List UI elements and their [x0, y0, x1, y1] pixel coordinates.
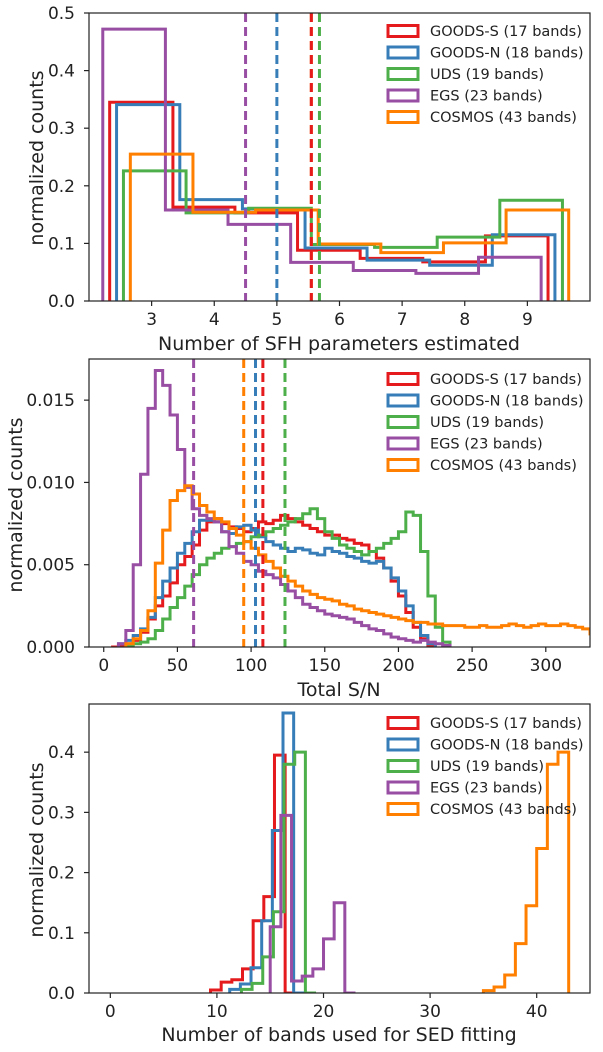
x-tick-label-bands: 40 [526, 1002, 548, 1022]
y-axis-label-bands: normalized counts [26, 762, 48, 937]
x-tick-label-sfh: 7 [397, 310, 408, 330]
plot-area-bands: 0 10 20 30 40 0.0 0.1 0.2 0.3 0.4 GOODS-S (17 band… [48, 704, 590, 1022]
y-tick-label-bands: 0.4 [48, 743, 75, 763]
x-tick-label-sn: 300 [530, 656, 562, 676]
legend-label-goods-n: GOODS-N (18 bands) [430, 394, 584, 410]
x-tick-label-sfh: 8 [459, 310, 470, 330]
plot-area-sfh: 3 4 5 6 7 8 9 0.0 0.1 0.2 0.3 0.4 0.5 GOODS-S (17 ban… [48, 4, 590, 330]
legend-sfh: GOODS-S (17 bands) GOODS-N (18 bands) UDS … [388, 24, 584, 126]
x-tick-label-sn: 100 [235, 656, 267, 676]
legend-label-goods-s: GOODS-S (17 bands) [430, 372, 582, 388]
y-tick-label-sfh: 0.3 [48, 119, 75, 139]
histogram-uds-sfh [123, 171, 562, 301]
legend-label-goods-s: GOODS-S (17 bands) [430, 24, 582, 40]
legend-swatch-cosmos [388, 804, 418, 815]
x-tick-label-sn: 200 [382, 656, 414, 676]
legend-bands: GOODS-S (17 bands) GOODS-N (18 bands) UDS … [388, 716, 584, 818]
y-tick-label-sfh: 0.2 [48, 177, 75, 197]
histogram-cosmos-sfh [130, 154, 568, 301]
y-tick-label-sfh: 0.1 [48, 234, 75, 254]
x-tick-label-bands: 20 [313, 1002, 335, 1022]
y-tick-label-bands: 0.1 [48, 924, 75, 944]
y-axis-label-sn: normalized counts [5, 417, 27, 592]
x-tick-label-sfh: 4 [209, 310, 220, 330]
legend-label-uds: UDS (19 bands) [430, 67, 544, 83]
legend-label-egs: EGS (23 bands) [430, 437, 543, 453]
y-tick-label-sfh: 0.5 [48, 4, 75, 24]
legend-label-cosmos: COSMOS (43 bands) [430, 802, 577, 818]
x-tick-label-sn: 50 [167, 656, 189, 676]
y-tick-label-sfh: 0.4 [48, 62, 75, 82]
y-tick-label-sn: 0.015 [26, 391, 75, 411]
legend-label-cosmos: COSMOS (43 bands) [430, 110, 577, 126]
y-tick-label-sn: 0.000 [26, 638, 75, 658]
y-tick-label-sn: 0.005 [26, 556, 75, 576]
legend-swatch-egs [388, 438, 418, 449]
histogram-goods-s-sn [111, 515, 435, 647]
legend-swatch-uds [388, 417, 418, 428]
x-axis-label-sfh: Number of SFH parameters estimated [158, 333, 520, 355]
legend-swatch-goods-n [388, 395, 418, 406]
y-tick-label-bands: 0.0 [48, 984, 75, 1004]
legend-label-goods-n: GOODS-N (18 bands) [430, 46, 584, 62]
legend-label-egs: EGS (23 bands) [430, 89, 543, 105]
histogram-goods-n-sn [118, 520, 435, 647]
legend-swatch-goods-s [388, 26, 418, 37]
legend-swatch-cosmos [388, 112, 418, 123]
x-tick-label-bands: 30 [419, 1002, 441, 1022]
x-tick-label-sn: 250 [456, 656, 488, 676]
legend-sn: GOODS-S (17 bands) GOODS-N (18 bands) UDS … [388, 372, 584, 474]
x-tick-label-sfh: 5 [271, 310, 282, 330]
x-tick-label-sfh: 3 [146, 310, 157, 330]
x-tick-label-bands: 0 [105, 1002, 116, 1022]
x-tick-label-bands: 10 [206, 1002, 228, 1022]
legend-swatch-uds [388, 69, 418, 80]
legend-label-uds: UDS (19 bands) [430, 759, 544, 775]
legend-swatch-goods-s [388, 718, 418, 729]
x-axis-label-bands: Number of bands used for SED fitting [161, 1024, 516, 1046]
legend-swatch-cosmos [388, 460, 418, 471]
y-axis-label-sfh: normalized counts [26, 70, 48, 245]
panel-sfh-parameters: 3 4 5 6 7 8 9 0.0 0.1 0.2 0.3 0.4 0.5 GOODS-S (17 ban… [26, 4, 590, 355]
panel-bands-used: 0 10 20 30 40 0.0 0.1 0.2 0.3 0.4 GOODS-S (17 band… [26, 704, 590, 1046]
x-tick-label-sfh: 6 [334, 310, 345, 330]
y-tick-label-bands: 0.3 [48, 803, 75, 823]
legend-label-goods-n: GOODS-N (18 bands) [430, 738, 584, 754]
x-tick-label-sn: 150 [309, 656, 341, 676]
histogram-goods-s-sfh [110, 102, 548, 301]
x-tick-label-sfh: 9 [522, 310, 533, 330]
panel-total-sn: 0 50 100 150 200 250 300 0.000 0.005 0.010 0.015 GO… [5, 359, 603, 701]
legend-swatch-uds [388, 761, 418, 772]
histogram-goods-n-bands [230, 713, 305, 993]
series-group-bands [211, 713, 569, 993]
plot-area-sn: 0 50 100 150 200 250 300 0.000 0.005 0.010 0.015 GO… [26, 359, 603, 676]
legend-swatch-goods-s [388, 374, 418, 385]
legend-swatch-egs [388, 90, 418, 101]
y-tick-label-bands: 0.2 [48, 864, 75, 884]
legend-swatch-goods-n [388, 739, 418, 750]
legend-swatch-egs [388, 782, 418, 793]
histogram-goods-n-sfh [117, 105, 555, 301]
legend-label-cosmos: COSMOS (43 bands) [430, 458, 577, 474]
legend-label-goods-s: GOODS-S (17 bands) [430, 716, 582, 732]
y-tick-label-sfh: 0.0 [48, 292, 75, 312]
x-tick-label-sn: 0 [98, 656, 109, 676]
y-tick-label-sn: 0.010 [26, 473, 75, 493]
x-axis-label-sn: Total S/N [296, 679, 380, 701]
figure: 3 4 5 6 7 8 9 0.0 0.1 0.2 0.3 0.4 0.5 GOODS-S (17 ban… [0, 0, 603, 1052]
legend-label-egs: EGS (23 bands) [430, 781, 543, 797]
legend-label-uds: UDS (19 bands) [430, 415, 544, 431]
legend-swatch-goods-n [388, 47, 418, 58]
